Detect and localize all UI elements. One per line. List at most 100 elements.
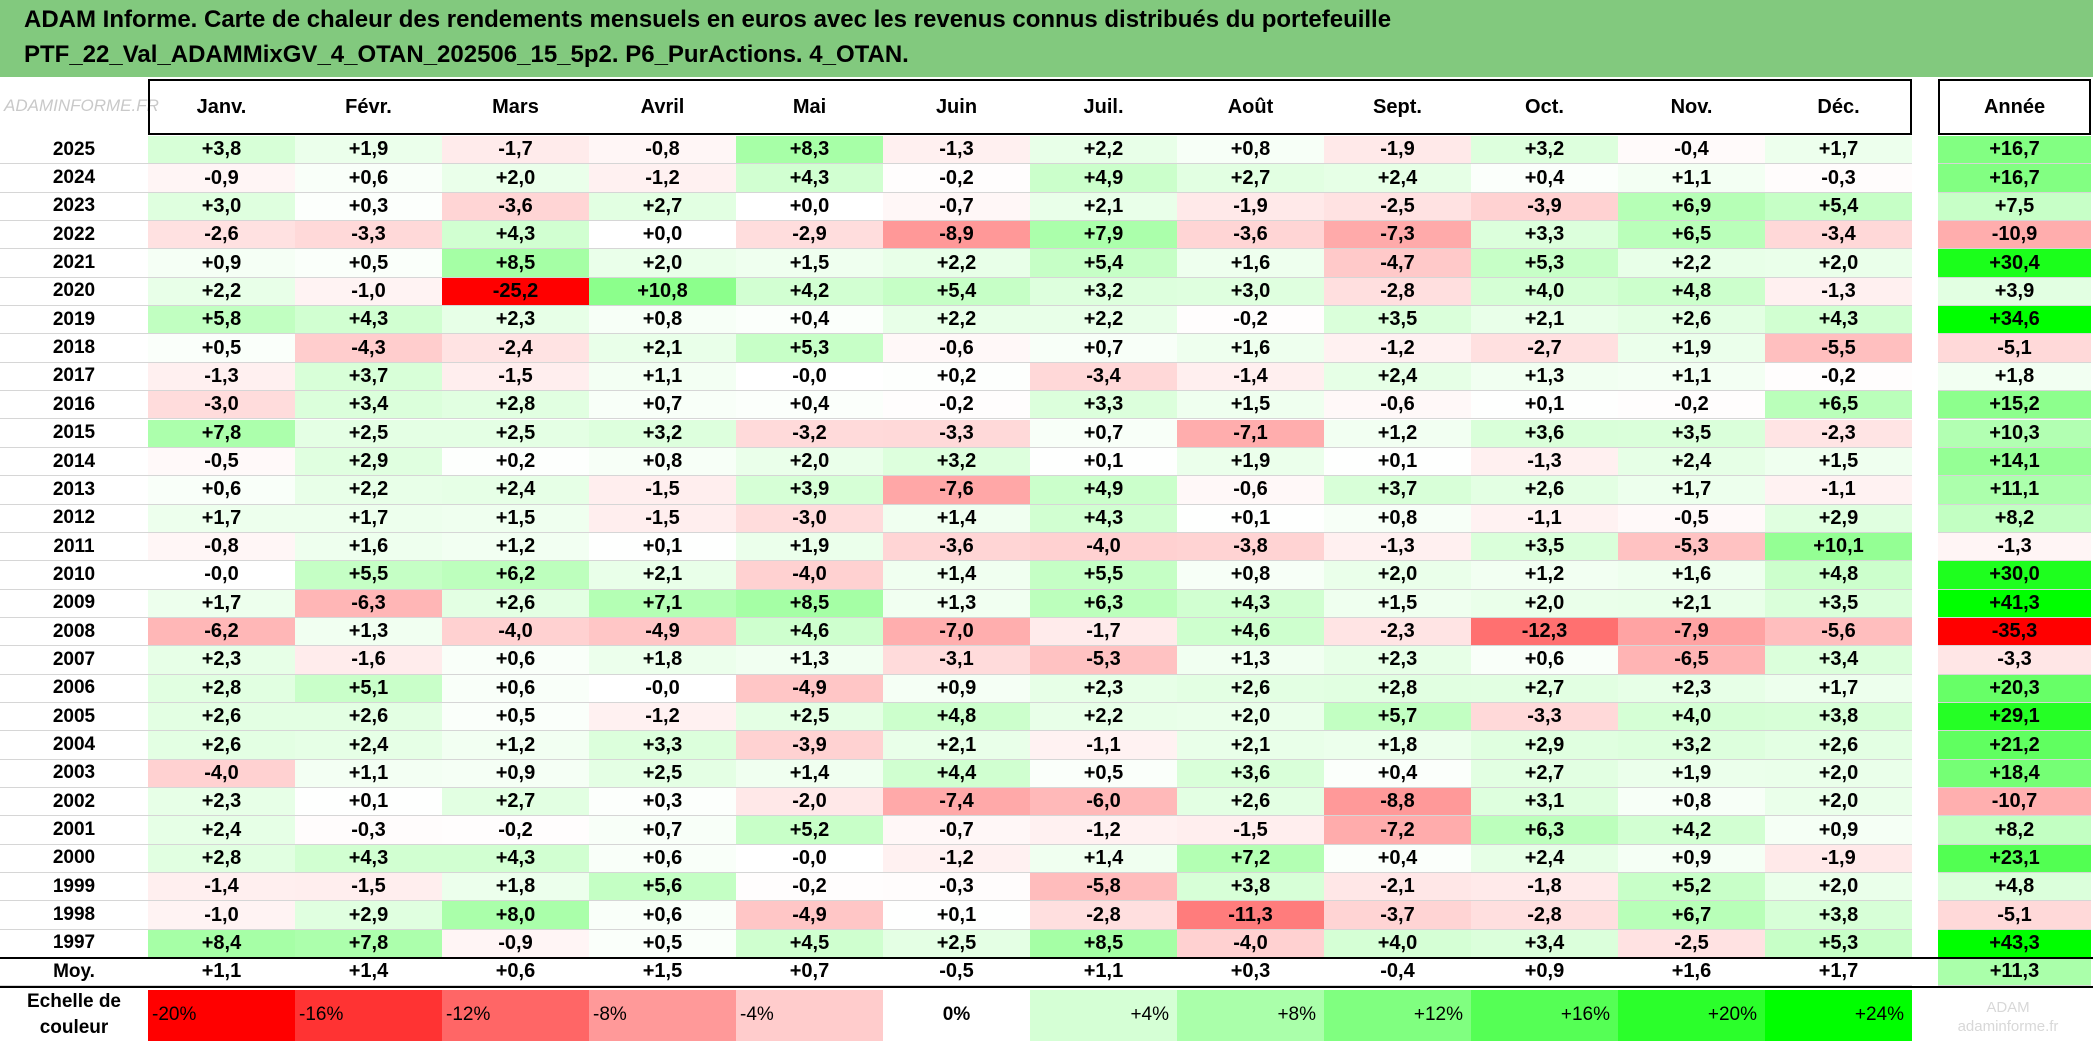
average-cell: -0,5 xyxy=(883,958,1030,987)
heatmap-cell: -2,8 xyxy=(1324,277,1471,307)
heatmap-cell: -0,5 xyxy=(1618,504,1765,533)
column-header: Août xyxy=(1227,95,1274,118)
heatmap-cell: +5,2 xyxy=(736,816,883,845)
heatmap-cell: +8,5 xyxy=(1030,929,1177,959)
row-label-year: 2020 xyxy=(0,278,148,307)
heatmap-cell: -2,8 xyxy=(1471,901,1618,930)
heatmap-cell: -1,6 xyxy=(295,646,442,675)
heatmap-cell: +2,0 xyxy=(589,249,736,278)
heatmap-cell: +10,1 xyxy=(1765,532,1912,562)
heatmap-cell: -0,2 xyxy=(1618,391,1765,420)
scale-swatch: +16% xyxy=(1471,989,1618,1041)
average-bottom-rule xyxy=(0,985,2093,988)
heatmap-cell: -4,0 xyxy=(442,617,589,647)
average-cell: -0,4 xyxy=(1324,958,1471,987)
column-header: Janv. xyxy=(196,95,247,118)
column-header: Nov. xyxy=(1670,95,1713,118)
heatmap-cell: +2,8 xyxy=(148,674,295,703)
heatmap-cell: +5,7 xyxy=(1324,703,1471,732)
heatmap-cell: +1,5 xyxy=(1765,447,1912,477)
heatmap-cell: +1,5 xyxy=(736,249,883,278)
heatmap-cell: +1,3 xyxy=(736,646,883,675)
heatmap-cell: +4,3 xyxy=(295,844,442,874)
row-label-year: 2007 xyxy=(0,646,148,675)
row-label-year: 2002 xyxy=(0,788,148,817)
annual-cell: +16,7 xyxy=(1938,136,2091,165)
heatmap-cell: +2,2 xyxy=(1030,136,1177,165)
heatmap-cell: +6,3 xyxy=(1471,816,1618,845)
heatmap-cell: -1,7 xyxy=(442,136,589,165)
row-label-year: 1999 xyxy=(0,873,148,902)
heatmap-cell: -5,8 xyxy=(1030,873,1177,902)
heatmap-cell: +2,4 xyxy=(1618,447,1765,477)
heatmap-cell: -2,0 xyxy=(736,788,883,817)
heatmap-cell: +2,7 xyxy=(1177,164,1324,193)
heatmap-cell: -4,0 xyxy=(736,561,883,590)
heatmap-cell: +1,2 xyxy=(1471,561,1618,590)
scale-swatch: -8% xyxy=(589,989,736,1041)
annual-cell: -10,9 xyxy=(1938,221,2091,250)
heatmap-cell: +0,1 xyxy=(1471,391,1618,420)
heatmap-cell: +3,5 xyxy=(1765,589,1912,618)
heatmap-cell: +7,2 xyxy=(1177,844,1324,874)
annual-cell: +1,8 xyxy=(1938,362,2091,392)
watermark: ADAMINFORME.FR xyxy=(4,96,159,115)
heatmap-cell: +0,1 xyxy=(1177,504,1324,533)
heatmap-cell: +1,4 xyxy=(883,561,1030,590)
heatmap-cell: +6,5 xyxy=(1765,391,1912,420)
annual-cell: +41,3 xyxy=(1938,589,2091,618)
row-label-year: 2022 xyxy=(0,221,148,250)
heatmap-cell: +0,9 xyxy=(1618,844,1765,874)
heatmap-cell: +2,5 xyxy=(736,703,883,732)
scale-swatch: 0% xyxy=(883,989,1030,1041)
scale-swatch: +8% xyxy=(1177,989,1324,1041)
scale-label: Echelle de couleur xyxy=(27,991,121,1039)
heatmap-cell: +1,4 xyxy=(883,504,1030,533)
heatmap-cell: +0,9 xyxy=(883,674,1030,703)
heatmap-cell: -1,5 xyxy=(589,476,736,505)
average-cell: +1,1 xyxy=(1030,958,1177,987)
heatmap-cell: +0,1 xyxy=(589,532,736,562)
row-label-year: 2001 xyxy=(0,816,148,845)
average-cell: +0,6 xyxy=(442,958,589,987)
heatmap-cell: +0,5 xyxy=(589,929,736,959)
average-cell: +1,6 xyxy=(1618,958,1765,987)
heatmap-cell: -0,9 xyxy=(148,164,295,193)
heatmap-cell: +0,0 xyxy=(736,192,883,222)
heatmap-cell: +0,9 xyxy=(148,249,295,278)
heatmap-cell: -0,7 xyxy=(883,816,1030,845)
heatmap-cell: +1,7 xyxy=(295,504,442,533)
heatmap-cell: +2,0 xyxy=(1765,873,1912,902)
heatmap-cell: -3,8 xyxy=(1177,532,1324,562)
heatmap-cell: +0,6 xyxy=(442,646,589,675)
heatmap-cell: -25,2 xyxy=(442,277,589,307)
heatmap-cell: +0,1 xyxy=(1030,447,1177,477)
heatmap-cell: +10,8 xyxy=(589,277,736,307)
annual-cell: -5,1 xyxy=(1938,901,2091,930)
annual-cell: +30,4 xyxy=(1938,249,2091,278)
row-label-year: 2021 xyxy=(0,249,148,278)
heatmap-cell: +0,5 xyxy=(295,249,442,278)
heatmap-cell: -0,5 xyxy=(148,447,295,477)
heatmap-cell: +1,4 xyxy=(736,759,883,789)
heatmap-cell: -0,8 xyxy=(589,136,736,165)
heatmap-cell: +4,0 xyxy=(1471,277,1618,307)
heatmap-cell: +3,1 xyxy=(1471,788,1618,817)
heatmap-cell: +4,0 xyxy=(1324,929,1471,959)
annual-cell: +8,2 xyxy=(1938,816,2091,845)
heatmap-cell: +0,7 xyxy=(589,391,736,420)
heatmap-cell: -6,0 xyxy=(1030,788,1177,817)
title-line-2: PTF_22_Val_ADAMMixGV_4_OTAN_202506_15_5p… xyxy=(24,41,909,68)
heatmap-cell: +1,3 xyxy=(1471,362,1618,392)
average-cell: +1,1 xyxy=(148,958,295,987)
heatmap-cell: +2,0 xyxy=(1324,561,1471,590)
heatmap-cell: +0,7 xyxy=(1030,334,1177,363)
heatmap-cell: -0,2 xyxy=(736,873,883,902)
heatmap-cell: +7,8 xyxy=(295,929,442,959)
heatmap-cell: -0,0 xyxy=(148,561,295,590)
heatmap-cell: -7,6 xyxy=(883,476,1030,505)
annual-cell: +21,2 xyxy=(1938,731,2091,760)
heatmap-cell: +0,1 xyxy=(295,788,442,817)
row-label-year: 2006 xyxy=(0,675,148,703)
row-label-year: 2025 xyxy=(0,136,148,165)
